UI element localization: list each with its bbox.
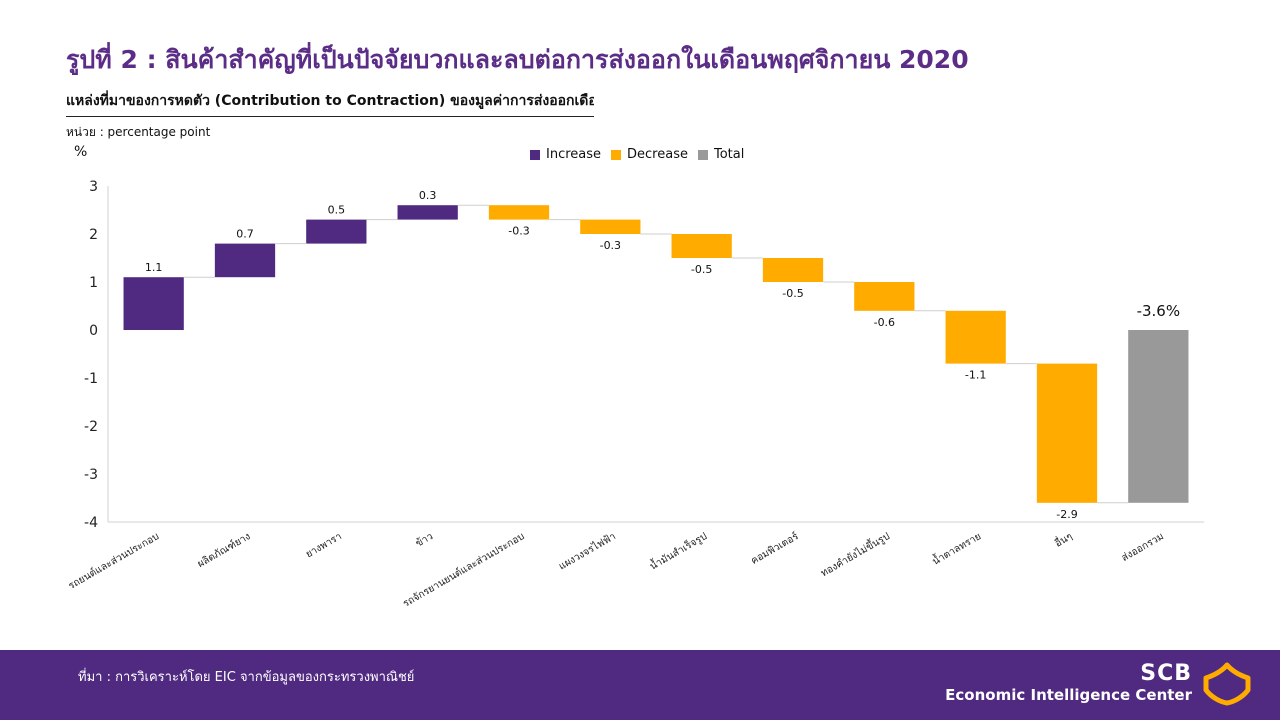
bar-decrease: [854, 282, 915, 311]
bar-decrease: [1036, 363, 1098, 503]
chart-subtitle: แหล่งที่มาของการหดตัว (Contribution to C…: [66, 90, 594, 117]
bar-increase: [397, 205, 458, 220]
logo-scb: SCB: [1140, 661, 1192, 686]
y-tick-label: -2: [84, 419, 98, 435]
y-axis-label: %: [74, 144, 88, 160]
unit-label: หน่วย : percentage point: [66, 125, 211, 139]
data-label: -2.9: [1056, 508, 1077, 521]
category-label: แผงวงจรไฟฟ้า: [557, 530, 618, 572]
logo-eic: Economic Intelligence Center: [945, 686, 1192, 704]
data-label: -0.6: [874, 316, 895, 329]
category-label: ส่งออกรวม: [1120, 531, 1166, 564]
legend-label-increase: Increase: [546, 147, 602, 162]
scb-emblem-icon: [1203, 662, 1251, 706]
waterfall-chart: 3 2 1 0 -1 -2 -3 -4 1.1 รถยนต์และส่วนประกอบ 0.7 ผลิ…: [66, 179, 1204, 610]
data-label: 0.7: [236, 228, 254, 241]
category-label: คอมพิวเตอร์: [749, 530, 801, 567]
category-label: ยางพารา: [304, 531, 344, 560]
chart-title: รูปที่ 2 : สินค้าสำคัญที่เป็นปัจจัยบวกแล…: [66, 45, 969, 74]
category-label: อื่นๆ: [1052, 528, 1075, 549]
y-tick-label: 3: [89, 179, 98, 195]
bar-total: [1128, 330, 1189, 503]
data-label: 1.1: [145, 261, 163, 274]
data-label: -1.1: [965, 369, 986, 382]
source-note: ที่มา : การวิเคราะห์โดย EIC จากข้อมูลของ…: [78, 670, 415, 685]
category-label: ข้าว: [414, 530, 436, 549]
y-tick-label: -4: [84, 515, 98, 531]
footer-bar: ที่มา : การวิเคราะห์โดย EIC จากข้อมูลของ…: [0, 650, 1280, 720]
legend-item-total: Total: [697, 147, 745, 162]
bar-increase: [306, 219, 367, 244]
legend-item-decrease: Decrease: [611, 147, 688, 162]
bar-decrease: [762, 258, 824, 282]
y-tick-label: 2: [89, 227, 98, 243]
category-label: ผลิตภัณฑ์ยาง: [195, 530, 252, 570]
bar-decrease: [945, 310, 1006, 364]
chart-legend: Increase Decrease Total: [530, 147, 744, 162]
category-label: ทองคำยังไม่ขึ้นรูป: [818, 528, 892, 579]
legend-label-decrease: Decrease: [627, 147, 688, 162]
y-tick-label: -3: [84, 467, 98, 483]
bar-decrease: [488, 205, 550, 220]
data-label: -0.3: [600, 239, 621, 252]
category-label: รถยนต์และส่วนประกอบ: [66, 530, 161, 592]
data-label: -0.3: [508, 225, 529, 238]
data-label: -3.6%: [1137, 302, 1181, 320]
y-tick-label: -1: [84, 371, 98, 387]
legend-label-total: Total: [713, 147, 745, 162]
y-tick-label: 1: [89, 275, 98, 291]
bar-increase: [214, 243, 276, 278]
bar-decrease: [671, 234, 732, 258]
category-label: น้ำตาลทราย: [929, 528, 983, 567]
legend-item-increase: Increase: [530, 147, 601, 162]
data-label: 0.3: [419, 189, 437, 202]
category-label: น้ำมันสำเร็จรูป: [647, 528, 709, 572]
legend-swatch-decrease: [611, 149, 622, 160]
data-label: 0.5: [328, 204, 346, 217]
legend-swatch-increase: [530, 149, 540, 160]
bar-increase: [123, 277, 184, 330]
data-label: -0.5: [782, 287, 803, 300]
y-tick-label: 0: [89, 323, 98, 339]
legend-swatch-total: [697, 149, 708, 160]
brand-logo-text: SCB Economic Intelligence Center: [945, 661, 1192, 705]
data-label: -0.5: [691, 263, 712, 276]
bar-decrease: [580, 219, 641, 234]
